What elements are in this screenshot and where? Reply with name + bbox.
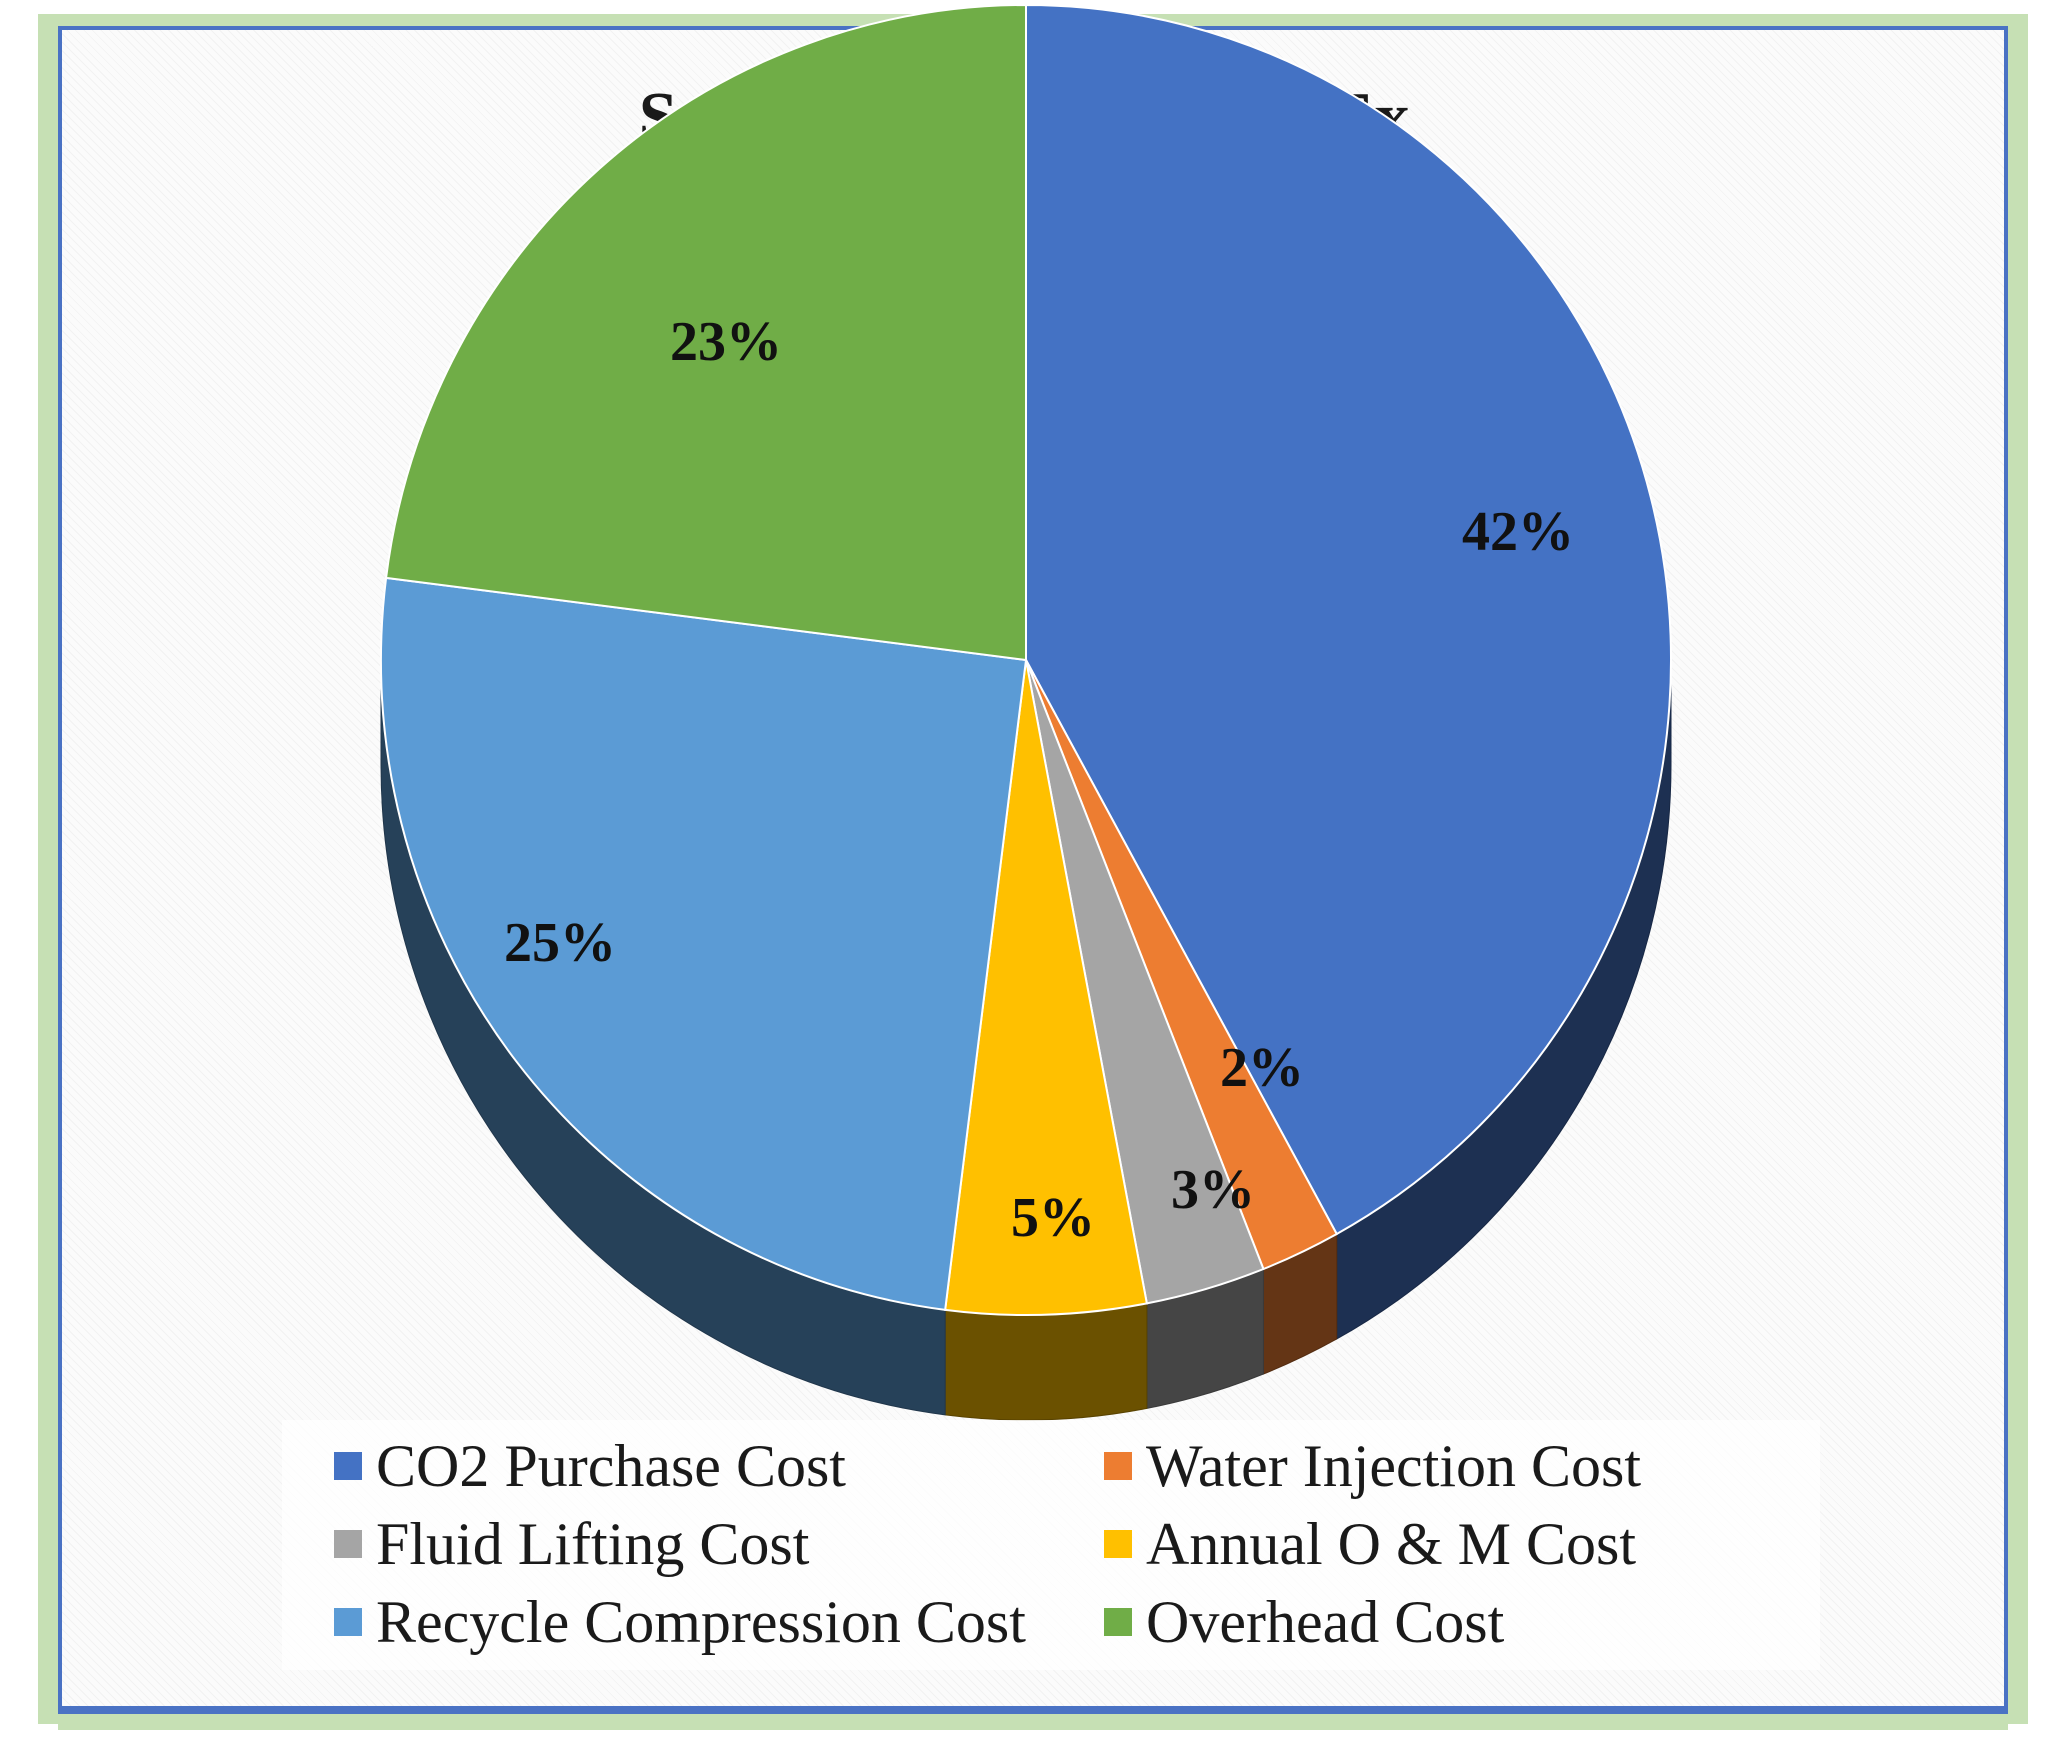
data-label-recycle-compression: 25% — [504, 912, 616, 974]
legend-item-overhead: Overhead Cost — [1104, 1584, 1504, 1660]
legend-label-fluid-lifting: Fluid Lifting Cost — [376, 1510, 810, 1577]
legend-swatch-recycle-compression — [334, 1608, 362, 1636]
data-label-annual-om: 5% — [1011, 1187, 1095, 1249]
data-label-water-injection: 2% — [1220, 1037, 1304, 1099]
legend-label-water-injection: Water Injection Cost — [1146, 1432, 1642, 1499]
legend-swatch-annual-om — [1104, 1530, 1132, 1558]
pie-label-layer: 42% 2% 3% 5% 25% 23% — [504, 311, 1574, 1249]
pie-depth-layer — [380, 659, 1672, 1421]
legend-label-co2-purchase: CO2 Purchase Cost — [376, 1432, 846, 1499]
legend-label-recycle-compression: Recycle Compression Cost — [376, 1588, 1026, 1655]
legend-label-overhead: Overhead Cost — [1146, 1588, 1505, 1655]
legend-swatch-co2-purchase — [334, 1452, 362, 1480]
pie-slice-overhead — [384, 3, 1027, 662]
legend-swatch-overhead — [1104, 1608, 1132, 1636]
data-label-co2-purchase: 42% — [1462, 501, 1574, 563]
legend-item-recycle-compression: Recycle Compression Cost — [334, 1584, 1026, 1660]
data-label-fluid-lifting: 3% — [1171, 1159, 1255, 1221]
legend: CO2 Purchase Cost Water Injection Cost F… — [282, 1420, 1820, 1670]
legend-swatch-water-injection — [1104, 1452, 1132, 1480]
pie-slice-annual-om — [944, 659, 1149, 1317]
pie-top-layer — [380, 3, 1672, 1317]
legend-item-co2-purchase: CO2 Purchase Cost — [334, 1428, 846, 1504]
pie-slice-co2-purchase — [1025, 3, 1672, 1236]
legend-item-fluid-lifting: Fluid Lifting Cost — [334, 1506, 809, 1582]
pie-side-annual-om — [944, 1302, 1148, 1421]
legend-item-annual-om: Annual O & M Cost — [1104, 1506, 1636, 1582]
data-label-overhead: 23% — [670, 311, 782, 373]
bottom-border — [58, 1710, 2008, 1730]
pie-slice-recycle-compression — [380, 576, 1028, 1311]
legend-swatch-fluid-lifting — [334, 1530, 362, 1558]
legend-label-annual-om: Annual O & M Cost — [1146, 1510, 1637, 1577]
legend-item-water-injection: Water Injection Cost — [1104, 1428, 1641, 1504]
